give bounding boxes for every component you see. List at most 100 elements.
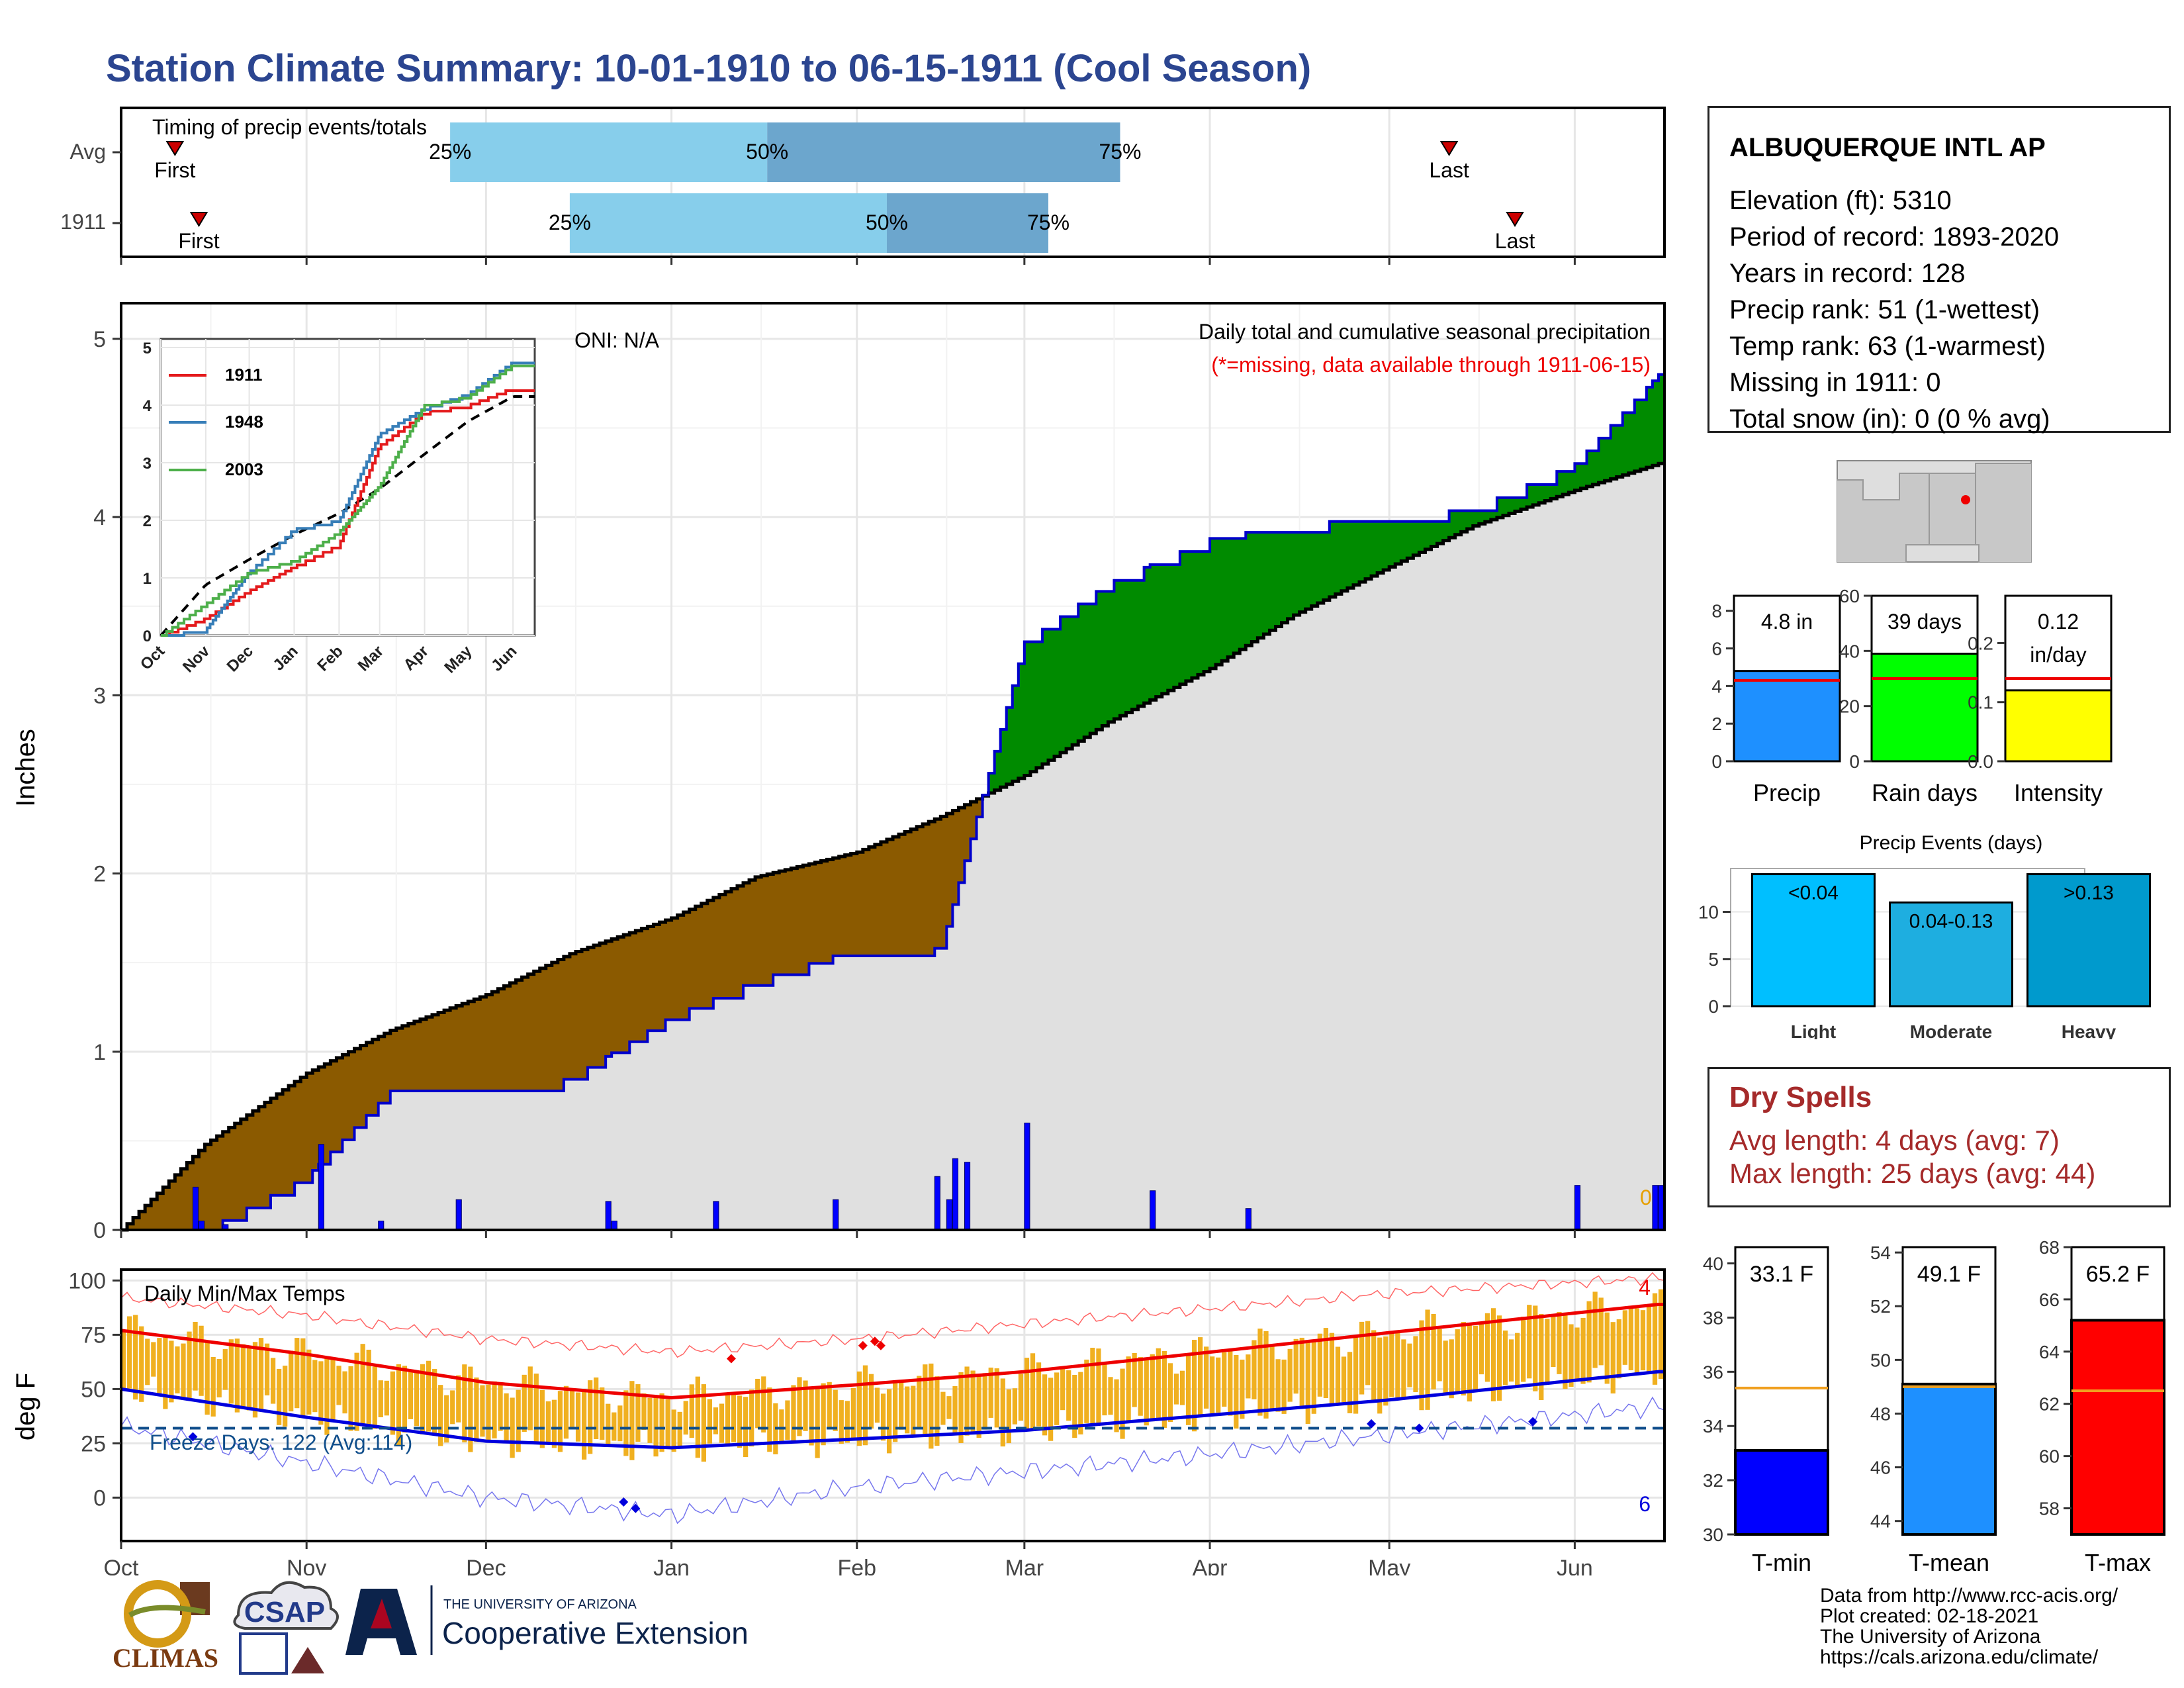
timing-p25-label: 25% xyxy=(549,211,591,234)
record-marker xyxy=(726,1354,736,1364)
mini-chart-ytick-label: 0.0 xyxy=(1968,751,1993,772)
daily-temp-bar xyxy=(958,1372,964,1443)
daily-temp-bar xyxy=(635,1384,641,1442)
timing-xticks xyxy=(113,151,1576,265)
daily-temp-bar xyxy=(856,1371,862,1446)
daily-temp-bar xyxy=(1024,1358,1030,1430)
daily-temp-bar xyxy=(1473,1325,1478,1391)
temp-summary-ytick-label: 48 xyxy=(1870,1403,1891,1424)
credits: Data from http://www.rcc-acis.org/ Plot … xyxy=(1820,1585,2118,1667)
daily-temp-bar xyxy=(480,1385,485,1437)
daily-temp-bar xyxy=(193,1321,198,1391)
daily-temp-bar xyxy=(1275,1359,1281,1412)
inset-ytick-label: 4 xyxy=(143,397,152,415)
temp-summary-group: 30 32 34 36 38 40 T-min 33.1 F 44 46 48 50 52 54 T-mea… xyxy=(1703,1237,2165,1576)
daily-temp-bar xyxy=(689,1384,694,1438)
daily-temp-bar xyxy=(833,1389,838,1431)
daily-temp-bar xyxy=(821,1383,826,1446)
daily-temp-bar xyxy=(456,1375,461,1423)
daily-temp-bar xyxy=(1515,1333,1520,1387)
temp-xaxis: Oct Nov Dec Jan Feb Mar Apr May Jun xyxy=(104,1541,1593,1575)
station-missing: Missing in 1911: 0 xyxy=(1729,368,1941,397)
daily-temp-bar xyxy=(653,1395,659,1457)
inset-xtick-label: Mar xyxy=(355,642,387,675)
daily-temp-bar xyxy=(1150,1354,1155,1422)
daily-temp-bar xyxy=(1323,1328,1329,1399)
daily-temp-bar xyxy=(886,1389,892,1454)
timing-p50-label: 50% xyxy=(746,140,788,164)
daily-temp-bar xyxy=(707,1399,713,1444)
temp-summary-ytick-label: 54 xyxy=(1870,1243,1891,1263)
daily-temp-bar xyxy=(462,1364,467,1442)
daily-temp-bar xyxy=(330,1358,336,1422)
timing-p75-label: 75% xyxy=(1099,140,1141,164)
temp-summary-bar xyxy=(1734,1449,1829,1536)
station-info-box: ALBUQUERQUE INTL AP Elevation (ft): 5310… xyxy=(1707,106,2171,434)
temp-summary-ytick-label: 62 xyxy=(2039,1394,2060,1415)
daily-temp-bar xyxy=(1138,1357,1143,1416)
daily-temp-bar xyxy=(426,1360,432,1432)
daily-temp-bar xyxy=(1257,1329,1263,1416)
daily-temp-bar xyxy=(1090,1348,1095,1425)
mini-chart-xlabel: Rain days xyxy=(1872,779,1978,806)
temp-summary-ytick-label: 34 xyxy=(1703,1416,1723,1436)
daily-temp-bar xyxy=(1419,1320,1424,1411)
events-bar xyxy=(1889,901,2013,1008)
temp-xtick-label: Feb xyxy=(837,1556,876,1575)
record-marker xyxy=(858,1340,868,1350)
daily-temp-bar xyxy=(1293,1338,1298,1394)
daily-precip-bar xyxy=(1245,1208,1251,1231)
precip-ytick-label: 5 xyxy=(93,327,106,352)
timing-bar-upper xyxy=(886,193,1049,253)
temp-summary-ytick-label: 58 xyxy=(2039,1499,2060,1519)
daily-precip-bar xyxy=(611,1221,617,1231)
daily-temp-bar xyxy=(1377,1337,1383,1414)
daily-temp-bar xyxy=(486,1384,491,1442)
daily-temp-bar xyxy=(228,1339,234,1404)
daily-temp-bar xyxy=(1084,1359,1089,1423)
inset-xtick-label: Feb xyxy=(314,642,346,675)
daily-temp-bar xyxy=(181,1343,186,1398)
daily-temp-bar xyxy=(1281,1359,1287,1414)
daily-temp-bar xyxy=(498,1384,503,1431)
events-bar xyxy=(2026,873,2151,1008)
last-marker xyxy=(1506,212,1524,227)
station-name: ALBUQUERQUE INTL AP xyxy=(1729,133,2046,162)
daily-temp-bar xyxy=(402,1366,408,1433)
events-xlabel: Heavy xyxy=(2062,1021,2116,1039)
daily-precip-bar xyxy=(318,1144,324,1231)
climas-sun xyxy=(124,1580,191,1648)
observed-cumulative-line xyxy=(121,373,1664,1231)
timing-bar-lower xyxy=(569,193,887,253)
record-marker xyxy=(631,1503,641,1513)
daily-temp-bar xyxy=(157,1338,162,1394)
daily-temp-bar xyxy=(1234,1355,1239,1429)
daily-temp-bar xyxy=(893,1382,898,1442)
daily-temp-bar xyxy=(1006,1389,1011,1444)
daily-temp-bar xyxy=(1425,1309,1430,1410)
daily-temp-bar xyxy=(1484,1313,1490,1382)
temp-summary-xlabel: T-mean xyxy=(1909,1549,1989,1576)
daily-temp-bar xyxy=(522,1374,527,1432)
map-states xyxy=(1837,463,2032,563)
daily-temp-bar xyxy=(516,1389,521,1452)
mini-chart-value-label: 39 days xyxy=(1888,610,1962,633)
daily-temp-bar xyxy=(1216,1357,1221,1413)
summary-bars: 0 2 4 6 8 Precip 4.8 in 0 20 40 60 Rain days 39 days… xyxy=(1711,586,2113,806)
temp-xtick-label: Jun xyxy=(1557,1556,1593,1575)
temp-summary-ytick-label: 60 xyxy=(2039,1446,2060,1467)
missing-count: 0 xyxy=(1640,1186,1652,1209)
daily-temp-bar xyxy=(295,1338,300,1409)
mini-chart-bar xyxy=(1870,653,1979,763)
daily-temp-bar xyxy=(623,1390,629,1456)
temp-summary-ytick-label: 66 xyxy=(2039,1289,2060,1310)
daily-temp-bar xyxy=(342,1371,347,1414)
daily-temp-bar xyxy=(1012,1388,1018,1425)
inset-xtick-label: Apr xyxy=(400,642,432,674)
mini-chart-bar xyxy=(2004,689,2113,763)
timing-bar-lower xyxy=(450,122,768,182)
daily-temp-bar xyxy=(264,1343,270,1395)
daily-temp-bar xyxy=(1072,1375,1077,1438)
record-marker xyxy=(876,1340,886,1350)
last-label: Last xyxy=(1495,229,1535,253)
